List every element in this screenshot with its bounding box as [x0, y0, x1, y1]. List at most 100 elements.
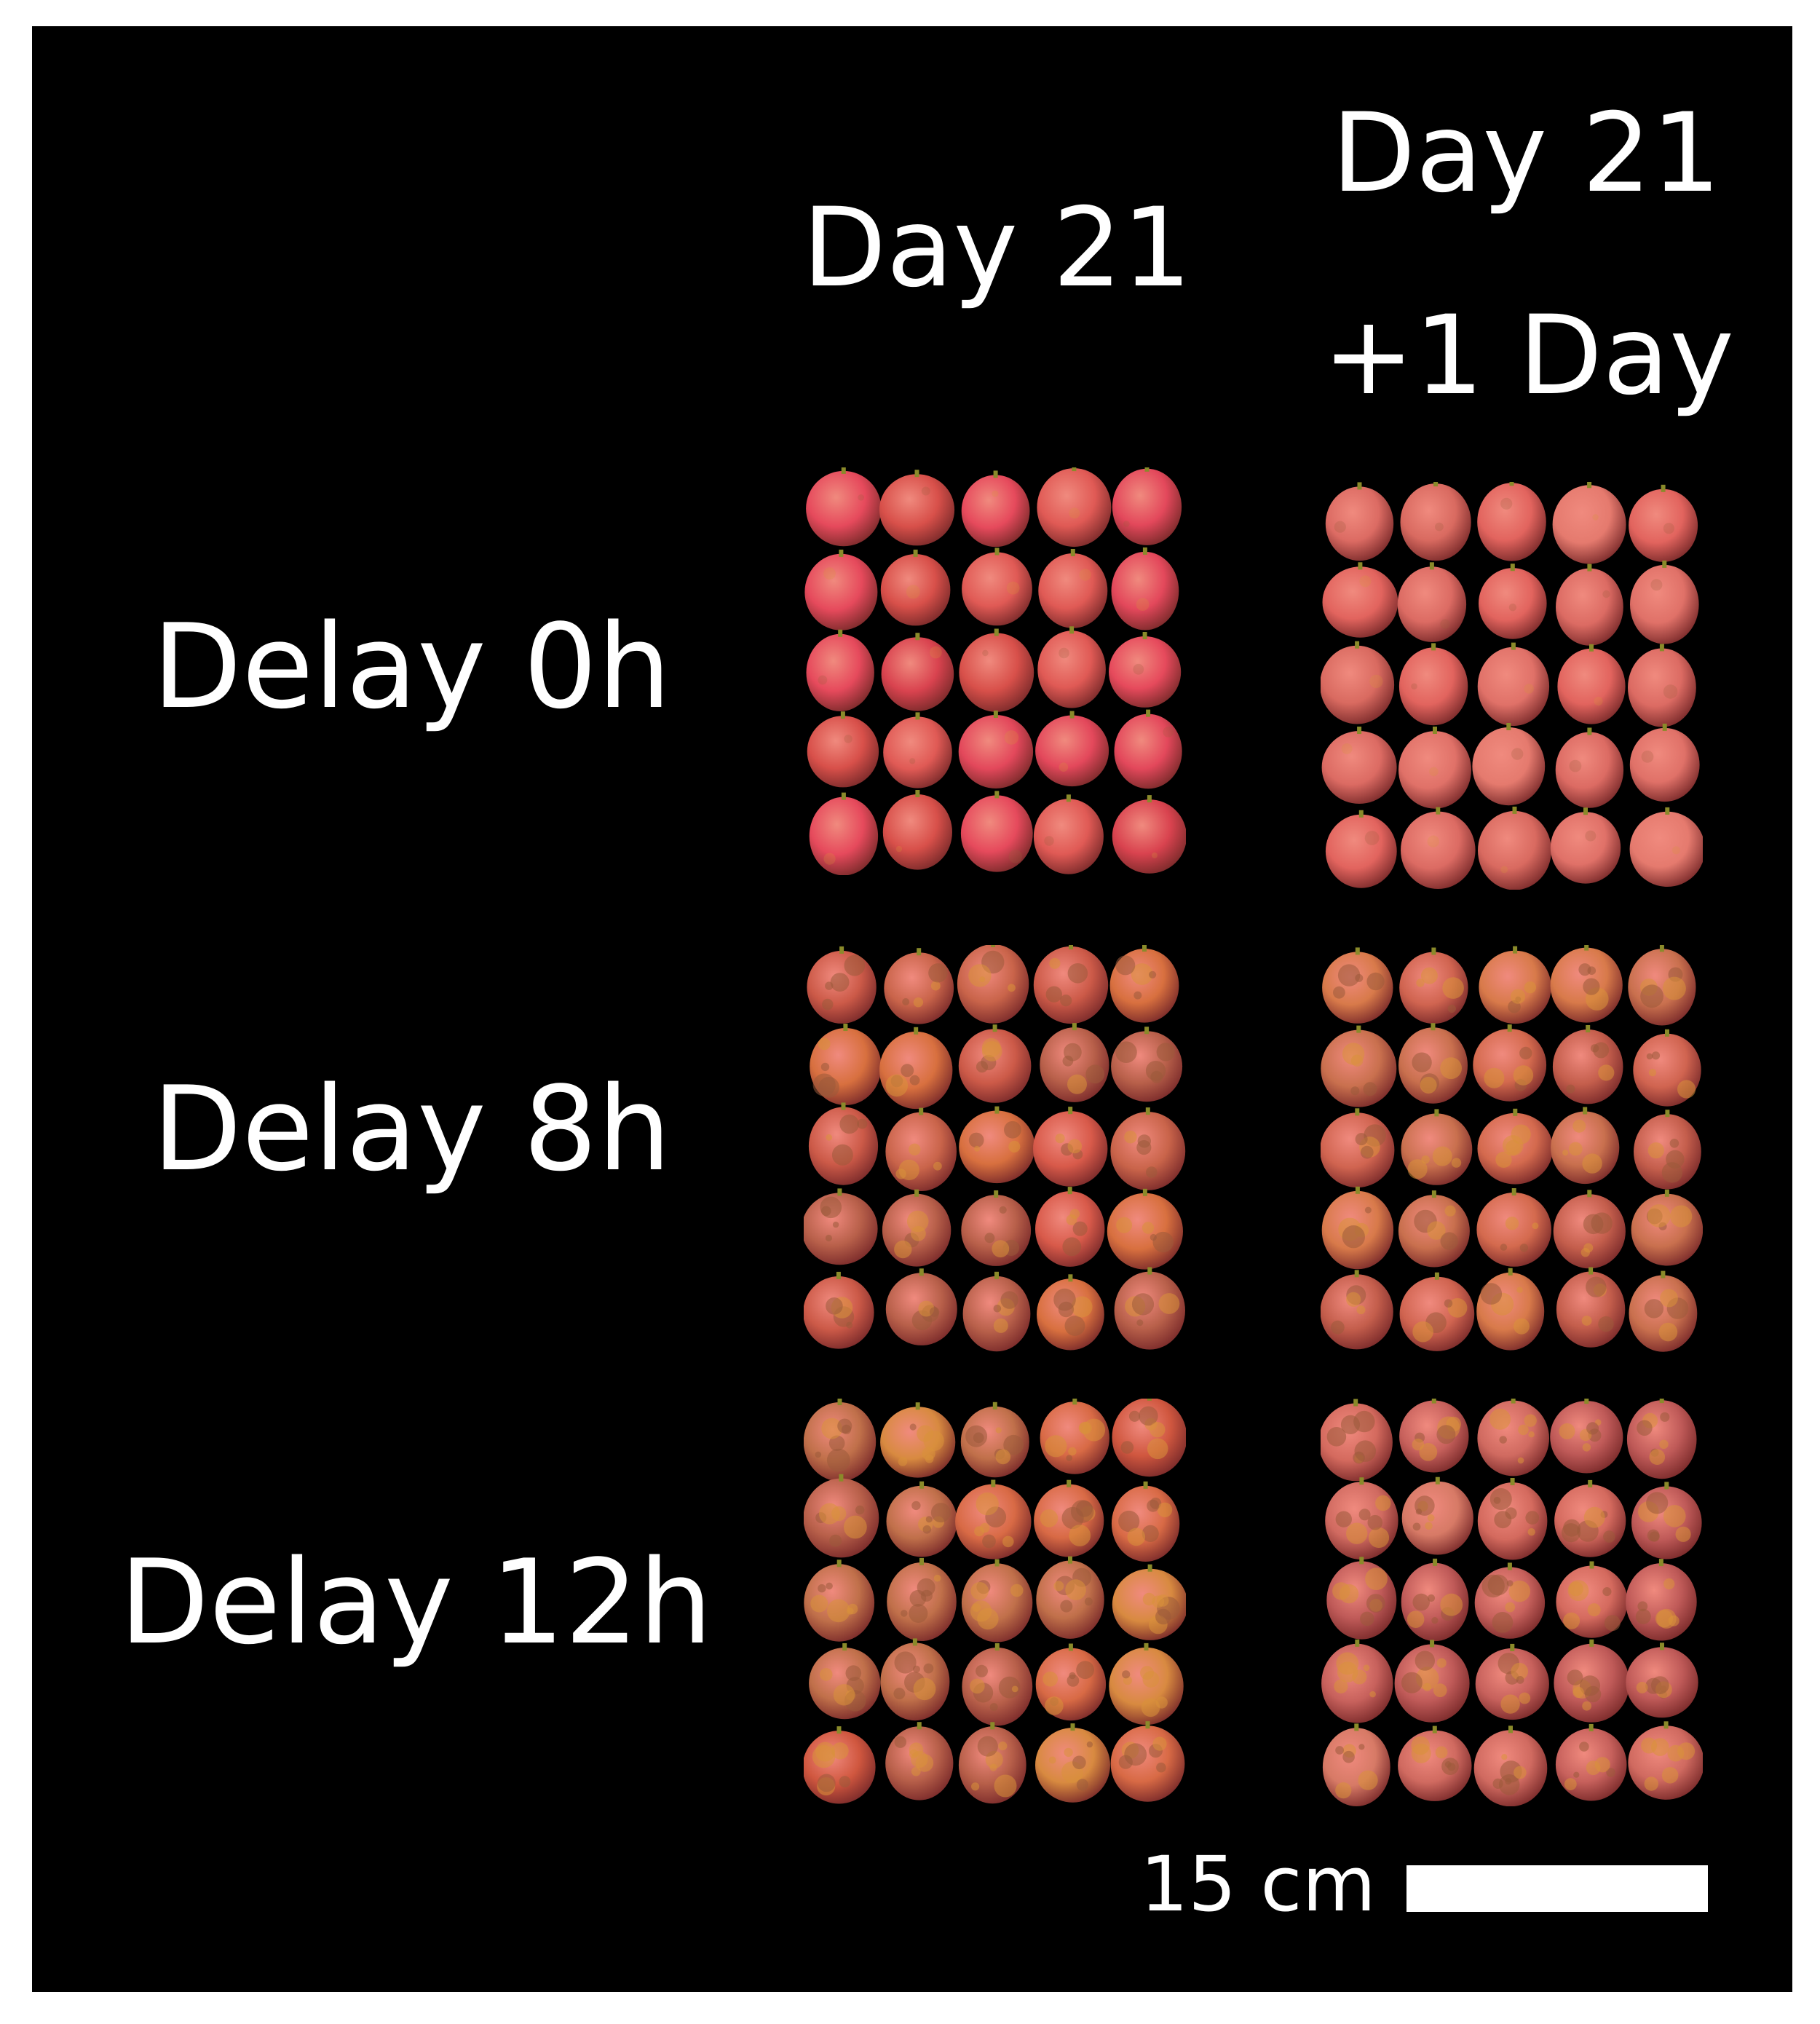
- lychee-fruit: [1114, 713, 1182, 789]
- lychee-fruit: [1112, 468, 1182, 545]
- fruit-blemish: [1367, 1514, 1383, 1530]
- fruit-blemish: [1586, 1422, 1599, 1435]
- fruit-blemish: [1662, 976, 1686, 1000]
- lychee-fruit: [1035, 715, 1109, 787]
- fruit-blemish: [930, 1503, 951, 1523]
- fruit-blemish: [1500, 1244, 1508, 1251]
- fruit-blemish: [1363, 1082, 1377, 1096]
- fruit-blemish: [1651, 1051, 1661, 1060]
- lychee-fruit: [1479, 950, 1551, 1024]
- fruit-stem: [1513, 946, 1518, 954]
- fruit-blemish: [923, 1663, 934, 1674]
- fruit-blemish: [1133, 663, 1144, 675]
- photo-grid-image: [1321, 945, 1703, 1352]
- fruit-blemish: [830, 973, 850, 992]
- fruit-stem: [994, 1190, 999, 1198]
- lychee-fruit: [1398, 1730, 1472, 1801]
- fruit-blemish: [1062, 1237, 1082, 1257]
- fruit-blemish: [826, 1134, 833, 1141]
- fruit-blemish: [1514, 1766, 1527, 1779]
- fruit-blemish: [1118, 1755, 1133, 1769]
- lychee-fruit: [1325, 814, 1397, 888]
- fruit-blemish: [1649, 1531, 1660, 1542]
- figure-panel: Day 21 Day 21 +1 Day Delay 0h Delay 8h D…: [32, 26, 1792, 1992]
- fruit-blemish: [898, 1159, 919, 1181]
- fruit-stem: [1588, 1479, 1593, 1487]
- fruit-blemish: [972, 1603, 981, 1612]
- fruit-blemish: [1136, 598, 1150, 612]
- fruit-stem: [1069, 711, 1075, 719]
- fruit-blemish: [1406, 1610, 1425, 1628]
- fruit-stem: [837, 1399, 842, 1405]
- fruit-blemish: [930, 646, 942, 659]
- fruit-blemish: [1415, 1651, 1435, 1671]
- fruit-blemish: [1561, 1523, 1581, 1543]
- fruit-blemish: [1431, 1617, 1439, 1624]
- fruit-stem: [1586, 1025, 1591, 1032]
- lychee-fruit: [1628, 949, 1696, 1026]
- fruit-stem: [1429, 562, 1434, 570]
- fruit-blemish: [1598, 1064, 1615, 1081]
- fruit-blemish: [1412, 1593, 1430, 1611]
- lychee-fruit: [1628, 1725, 1703, 1800]
- fruit-blemish: [894, 1736, 906, 1748]
- fruit-blemish: [1412, 1438, 1424, 1451]
- fruit-blemish: [1655, 1610, 1674, 1628]
- fruit-blemish: [1163, 727, 1174, 738]
- fruit-blemish: [1067, 963, 1088, 984]
- fruit-blemish: [1342, 1225, 1365, 1249]
- fruit-stem: [1435, 1477, 1440, 1485]
- fruit-blemish: [832, 1221, 839, 1228]
- fruit-blemish: [1045, 1435, 1067, 1458]
- fruit-blemish: [1053, 1581, 1064, 1592]
- fruit-blemish: [1644, 1776, 1658, 1791]
- fruit-blemish: [1586, 1760, 1601, 1775]
- lychee-fruit: [1479, 568, 1547, 639]
- fruit-blemish: [1128, 1410, 1141, 1422]
- lychee-fruit: [1629, 727, 1700, 802]
- fruit-blemish: [989, 1763, 997, 1771]
- fruit-blemish: [1040, 1509, 1059, 1527]
- fruit-blemish: [828, 1435, 845, 1452]
- lychee-fruit: [1397, 566, 1467, 642]
- fruit-blemish: [1514, 1318, 1530, 1335]
- fruit-blemish: [1532, 1222, 1539, 1230]
- row-header-delay12: Delay 12h: [119, 1534, 713, 1670]
- fruit-stem: [1142, 547, 1147, 555]
- fruit-blemish: [1133, 991, 1142, 1000]
- fruit-blemish: [902, 998, 910, 1005]
- fruit-blemish: [1516, 1286, 1523, 1293]
- fruit-blemish: [1331, 1320, 1345, 1335]
- fruit-blemish: [826, 1297, 843, 1315]
- fruit-blemish: [1358, 1509, 1371, 1521]
- fruit-stem: [1509, 482, 1514, 486]
- fruit-blemish: [1441, 1758, 1459, 1775]
- fruit-stem: [1355, 947, 1360, 955]
- fruit-stem: [1431, 947, 1436, 955]
- fruit-blemish: [909, 1749, 919, 1759]
- fruit-blemish: [1432, 1146, 1452, 1166]
- fruit-blemish: [1433, 1683, 1447, 1698]
- lychee-fruit: [1321, 1112, 1395, 1188]
- fruit-blemish: [1011, 1685, 1018, 1693]
- fruit-blemish: [1071, 1296, 1093, 1318]
- fruit-blemish: [1147, 1438, 1168, 1460]
- fruit-blemish: [1341, 743, 1353, 754]
- fruit-stem: [1146, 709, 1151, 717]
- fruit-blemish: [1583, 1506, 1605, 1528]
- fruit-stem: [912, 1638, 917, 1646]
- fruit-blemish: [1669, 1139, 1679, 1148]
- fruit-blemish: [1579, 1742, 1589, 1752]
- fruit-blemish: [1502, 1135, 1524, 1156]
- photo-grid-image: [1321, 1399, 1703, 1806]
- fruit-stem: [843, 1024, 848, 1031]
- photo-grid-delay8-day21plus1: [1321, 945, 1703, 1353]
- scale-bar: [1406, 1865, 1708, 1912]
- fruit-blemish: [1492, 1778, 1503, 1789]
- fruit-stem: [1658, 1559, 1663, 1567]
- lychee-fruit: [959, 1110, 1035, 1184]
- fruit-blemish: [1594, 697, 1603, 706]
- fruit-blemish: [1336, 1652, 1359, 1675]
- lychee-fruit: [1033, 946, 1109, 1024]
- photo-grid-delay8-day21: [804, 945, 1186, 1353]
